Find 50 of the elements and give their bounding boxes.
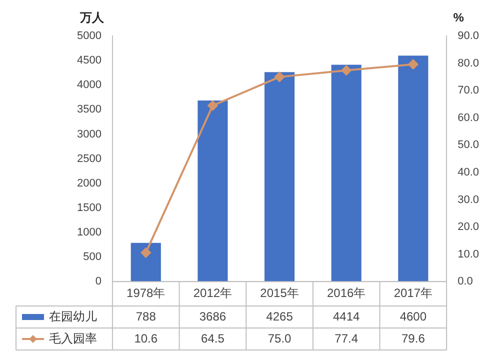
point [408,59,418,70]
y-tick-label: 4000 [76,79,102,92]
text: 77.4 [334,331,358,346]
text: 75.0 [268,331,292,346]
point [208,100,218,111]
x-tick-label: 2017年 [394,286,433,300]
y2-tick-label: 20.0 [458,221,480,234]
x-tick-label: 2016年 [327,286,366,300]
y2-tick-label: 30.0 [458,194,480,206]
text: 10.6 [134,331,158,346]
y-tick-label: 3500 [76,104,102,116]
y2-tick-label: 60.0 [458,112,480,124]
y-tick-label: 4500 [76,54,102,67]
y2-tick-label: 0.0 [458,276,473,288]
text: 3686 [199,309,226,324]
y2-tick-label: 80.0 [458,57,480,70]
y-tick-label: 2500 [76,152,102,165]
y2-tick-label: 90.0 [458,30,480,42]
x-tick-label: 2015年 [260,286,299,300]
bar [331,64,362,282]
point [140,248,151,258]
y-tick-label: 3000 [76,128,102,140]
text: 79.6 [402,331,425,346]
bar [130,242,161,282]
y2-tick-label: 50.0 [458,139,480,152]
x-tick-label: 1978年 [126,286,166,300]
y-tick-label: 500 [83,251,102,264]
y2-axis-title: % [453,10,464,24]
point [274,72,285,82]
y-tick-label: 0 [95,276,102,288]
x-tick-label: 2012年 [193,286,232,300]
y-tick-label: 1500 [76,202,102,214]
legend-label: 毛入园率 [49,331,97,346]
y-axis-title: 万人 [79,10,105,24]
bar [198,100,228,282]
y2-tick-label: 70.0 [458,84,480,97]
y2-tick-label: 10.0 [458,248,480,260]
text: 788 [136,309,156,324]
text: 4600 [400,309,427,324]
y-tick-label: 1000 [76,226,102,239]
y-tick-label: 2000 [76,177,102,190]
bar [398,56,428,282]
text: 4265 [266,309,293,324]
y-tick-label: 5000 [76,30,102,42]
y2-tick-label: 40.0 [458,166,480,178]
legend-label: 在园幼儿 [49,309,97,324]
point [341,65,352,76]
text: 4414 [333,309,360,324]
text: 64.5 [201,331,224,346]
bar [264,72,295,282]
